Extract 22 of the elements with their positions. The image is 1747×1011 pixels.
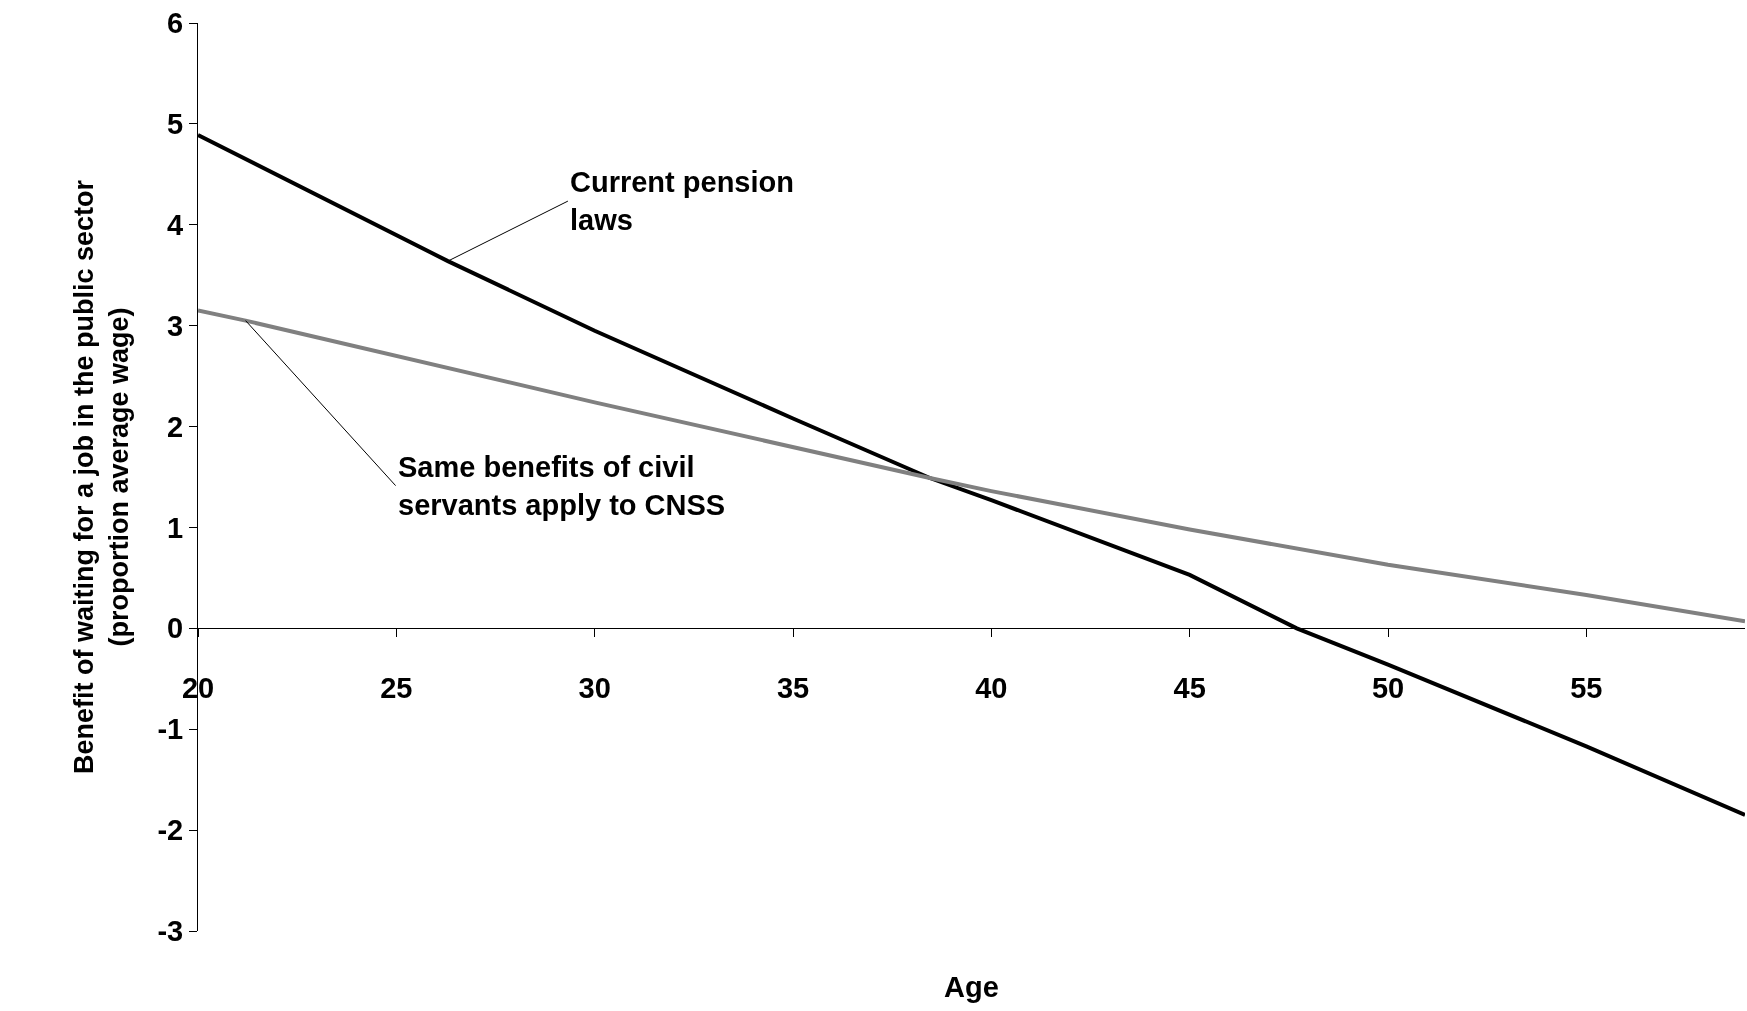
x-tick-label: 35 xyxy=(776,672,810,705)
y-tick-label: -3 xyxy=(157,915,184,948)
y-tick-label: 5 xyxy=(167,108,184,141)
x-tick-label: 40 xyxy=(975,672,1008,705)
y-tick-label: 1 xyxy=(167,511,184,544)
y-tick-label: 4 xyxy=(167,208,184,241)
y-tick-label: 6 xyxy=(167,7,184,40)
line-series xyxy=(198,308,1745,624)
y-tick-label: -1 xyxy=(157,713,184,746)
text: Current pension laws xyxy=(570,166,794,236)
y-tick-label: -2 xyxy=(157,814,184,847)
x-tick-label: 25 xyxy=(380,672,413,705)
x-tick-label: 30 xyxy=(578,672,611,705)
y-tick-label: 0 xyxy=(167,612,184,645)
x-tick-label: 55 xyxy=(1570,672,1603,705)
y-axis-title: Benefit of waiting for a job in the public sector (proportion average wage) xyxy=(69,179,135,775)
y-tick-label: 3 xyxy=(167,309,184,342)
y-tick-label: 2 xyxy=(167,410,184,443)
x-axis-title: Age xyxy=(944,971,999,1003)
x-tick-label: 45 xyxy=(1173,672,1206,705)
x-tick-label: 50 xyxy=(1371,672,1405,705)
series-label: Same benefits of civil servants apply to CNSS xyxy=(398,451,726,521)
